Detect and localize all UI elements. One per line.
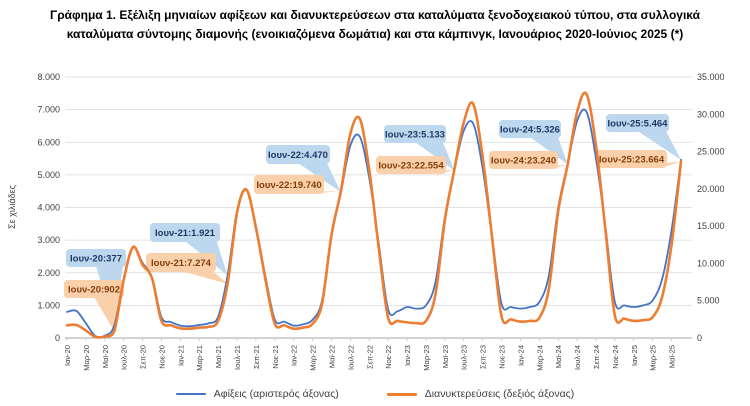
callout-label: Ιουν-25:5.464 <box>608 119 669 130</box>
x-axis-tick-label: Ιαν-23 <box>403 345 412 366</box>
callout-pointer <box>637 131 681 160</box>
y-axis-right-tick-label: 5.000 <box>697 296 720 306</box>
callout-box <box>254 175 324 194</box>
callout-label: Ιουν-24:5.326 <box>500 125 560 136</box>
callout-box <box>606 114 669 132</box>
x-axis-tick-label: Μαρ-24 <box>535 345 544 371</box>
callout-label: Ιουν-23:5.133 <box>385 130 445 141</box>
x-axis-tick-label: Ιουλ-22 <box>346 345 355 370</box>
y-axis-left-tick-label: 6.000 <box>37 137 60 147</box>
x-axis-tick-label: Ιουλ-23 <box>460 345 469 370</box>
y-axis-right-tick-label: 15.000 <box>697 221 725 231</box>
callout-pointer <box>181 271 228 284</box>
callout-label: Ιουν-21:7.274 <box>151 258 212 269</box>
callout-box <box>499 120 561 138</box>
y-axis-right-tick-label: 20.000 <box>697 184 725 194</box>
y-axis-left-tick-label: 4.000 <box>37 203 60 213</box>
nights-line-swatch-icon <box>386 392 417 396</box>
callout-box <box>66 249 126 267</box>
y-axis-left-tick-label: 5.000 <box>37 170 60 180</box>
x-axis-tick-label: Ιαν-20 <box>63 345 72 366</box>
callout-label: Ιουν-21:1.921 <box>155 228 216 239</box>
x-axis-tick-label: Νοε-22 <box>384 345 393 369</box>
x-axis-tick-label: Ιουλ-24 <box>573 345 582 370</box>
x-axis-tick-label: Ιαν-21 <box>176 345 185 366</box>
y-axis-left-tick-label: 3.000 <box>37 235 60 245</box>
x-axis-tick-label: Νοε-20 <box>157 345 166 369</box>
y-axis-right-tick-label: 0 <box>697 333 702 343</box>
y-axis-left-tick-label: 7.000 <box>37 105 60 115</box>
x-axis-tick-label: Νοε-21 <box>271 345 280 369</box>
legend-label-nights: Διανυκτερεύσεις (δεξιός άξονας) <box>424 388 575 400</box>
x-axis-tick-label: Μαϊ-20 <box>101 345 110 368</box>
x-axis-tick-label: Ιαν-25 <box>630 345 639 366</box>
x-axis-tick-label: Μαϊ-22 <box>327 345 336 368</box>
x-axis-tick-label: Σεπ-21 <box>252 345 261 369</box>
x-axis-tick-label: Ιουλ-20 <box>120 345 129 370</box>
y-axis-right-tick-label: 30.000 <box>697 109 725 119</box>
x-axis-tick-label: Μαρ-25 <box>649 345 658 371</box>
callout-label: Ιουν-20:902 <box>68 285 120 296</box>
x-axis-tick-label: Μαρ-20 <box>82 345 91 371</box>
arrivals-line-swatch-icon <box>175 393 206 395</box>
callout-box <box>489 151 558 169</box>
callout-box <box>266 145 330 164</box>
x-axis-tick-label: Μαϊ-25 <box>668 345 677 368</box>
x-axis-tick-label: Νοε-24 <box>611 345 620 369</box>
callout-box <box>376 156 446 174</box>
x-axis-tick-label: Σεπ-24 <box>592 345 601 369</box>
x-axis-tick-label: Σεπ-23 <box>479 345 488 369</box>
legend-label-arrivals: Αφίξεις (αριστερός άξονας) <box>213 388 339 400</box>
y-axis-left-tick-label: 8.000 <box>37 72 60 82</box>
callout-box <box>146 253 216 272</box>
callout-pointer <box>530 137 568 165</box>
y-axis-right-tick-label: 35.000 <box>697 72 725 82</box>
x-axis-tick-label: Μαϊ-24 <box>554 345 563 368</box>
callout-box <box>384 125 446 143</box>
series-line-nights <box>65 91 683 339</box>
x-axis-tick-label: Σεπ-20 <box>139 345 148 369</box>
x-axis-tick-label: Σεπ-22 <box>365 345 374 369</box>
y-axis-right-tick-label: 25.000 <box>697 147 725 157</box>
x-axis-tick-label: Νοε-23 <box>498 345 507 369</box>
x-axis-tick-label: Μαρ-23 <box>422 345 431 371</box>
x-axis-tick-label: Ιουλ-21 <box>233 345 242 370</box>
x-axis-tick-label: Ιαν-24 <box>516 345 525 366</box>
chart-legend: Αφίξεις (αριστερός άξονας) Διανυκτερεύσε… <box>0 388 750 400</box>
x-axis-tick-label: Μαϊ-21 <box>214 345 223 368</box>
legend-item-nights: Διανυκτερεύσεις (δεξιός άξονας) <box>386 388 575 400</box>
callout-label: Ιουν-23:22.554 <box>378 161 444 172</box>
x-axis-tick-label: Ιαν-22 <box>290 345 299 366</box>
callout-pointer <box>298 163 341 193</box>
y-axis-left-tick-label: 1.000 <box>37 300 60 310</box>
chart-title: Γράφημα 1. Εξέλιξη μηνιαίων αφίξεων και … <box>50 8 700 41</box>
callout-box <box>596 150 667 168</box>
y-axis-right-tick-label: 10.000 <box>697 258 725 268</box>
callout-label: Ιουν-24:23.240 <box>491 156 556 167</box>
y-axis-left-tick-label: 2.000 <box>37 268 60 278</box>
callout-label: Ιουν-22:4.470 <box>268 150 328 161</box>
legend-item-arrivals: Αφίξεις (αριστερός άξονας) <box>175 388 339 400</box>
x-axis-tick-label: Μαρ-22 <box>309 345 318 371</box>
callout-label: Ιουν-20:377 <box>70 254 122 265</box>
x-axis-tick-label: Μαϊ-23 <box>441 345 450 368</box>
y-axis-left-tick-label: 0 <box>55 333 60 343</box>
x-axis-tick-label: Μαρ-21 <box>195 345 204 371</box>
callout-label: Ιουν-22:19.740 <box>256 180 321 191</box>
callout-label: Ιουν-25:23.664 <box>599 155 665 166</box>
callout-pointer <box>185 241 228 276</box>
y-axis-title: Σε χιλιάδες <box>7 184 17 229</box>
callout-box <box>64 280 124 298</box>
callout-box <box>150 223 220 242</box>
